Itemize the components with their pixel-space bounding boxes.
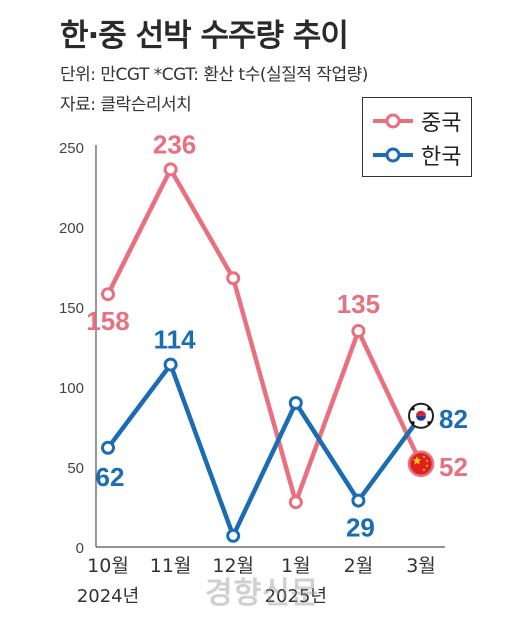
china-flag-icon: [407, 450, 435, 478]
korea-flag-trigram: [427, 407, 431, 411]
korea-flag-trigram: [411, 407, 415, 411]
y-tick-label: 0: [76, 540, 84, 557]
series-line-korea: [106, 362, 423, 539]
legend-item-china: 중국: [371, 106, 461, 136]
korea-flag-taeguk-bottom: [416, 415, 426, 421]
x-tick-label: 10월: [87, 555, 129, 577]
data-label: 135: [337, 289, 380, 319]
data-label: 82: [439, 404, 468, 434]
data-label: 62: [96, 462, 125, 492]
x-tick-label: 2월: [344, 555, 374, 577]
data-point: [163, 357, 178, 372]
series-line-china: [105, 167, 424, 505]
data-point: [163, 162, 178, 177]
y-tick-label: 250: [59, 140, 84, 157]
data-point: [288, 495, 303, 510]
china-flag-star: [412, 456, 422, 465]
x-tick-label: 3월: [406, 555, 436, 577]
x-year-label: 2025년: [265, 586, 327, 607]
y-tick-label: 50: [67, 460, 84, 477]
data-point: [226, 528, 241, 543]
data-label: 52: [439, 452, 468, 482]
data-point: [288, 396, 303, 410]
chart-title: 한·중 선박 수주량 추이: [60, 18, 349, 54]
data-label: 114: [154, 325, 196, 355]
y-tick-label: 100: [59, 380, 84, 397]
x-year-label: 2024년: [77, 586, 139, 607]
y-tick-label: 200: [59, 220, 84, 237]
unit-note: 단위: 만CGT *CGT: 환산 t수(실질적 작업량): [60, 65, 368, 85]
legend-swatch-korea: [373, 147, 413, 163]
data-point: [101, 440, 115, 455]
x-tick-label: 11월: [150, 555, 192, 577]
data-point: [226, 271, 241, 286]
legend-item-korea: 한국: [371, 140, 461, 170]
korea-flag-trigram: [411, 421, 415, 425]
legend: 중국 한국: [362, 97, 472, 177]
korea-flag-taeguk-top: [416, 410, 426, 416]
source-note: 자료: 클락슨리서치: [60, 95, 192, 115]
x-tick-label: 12월: [212, 555, 254, 577]
data-point: [101, 287, 115, 302]
data-label: 158: [86, 306, 129, 336]
watermark: 경향신문: [205, 576, 320, 611]
data-label: 29: [346, 513, 375, 543]
china-flag-star: [422, 455, 426, 459]
y-tick-label: 150: [59, 300, 84, 317]
data-point: [351, 324, 366, 338]
x-tick-label: 1월: [281, 555, 311, 577]
china-flag-star: [422, 468, 426, 472]
legend-label-korea: 한국: [421, 145, 462, 170]
korea-flag-trigram: [427, 421, 431, 425]
data-point: [351, 493, 366, 508]
legend-label-china: 중국: [421, 111, 462, 136]
china-flag-star: [425, 459, 429, 463]
data-label: 236: [153, 129, 196, 159]
legend-swatch-china: [373, 113, 413, 129]
china-flag-star: [425, 464, 429, 468]
